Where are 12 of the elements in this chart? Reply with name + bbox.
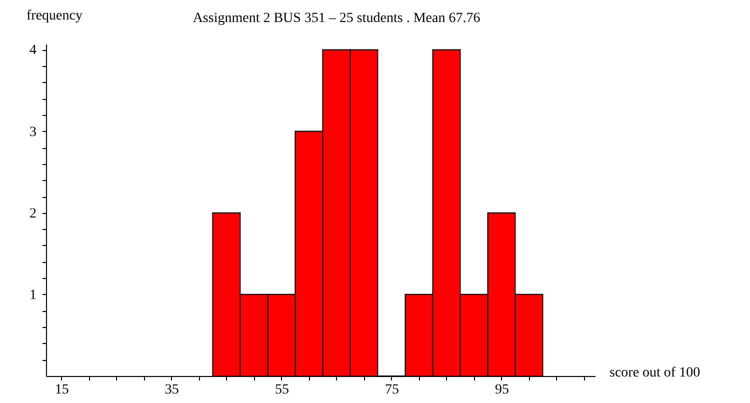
x-tick-label: 35 [164, 382, 179, 398]
x-axis-title: score out of 100 [610, 366, 700, 380]
x-tick-label: 95 [494, 382, 509, 398]
y-tick-label: 3 [30, 124, 36, 140]
y-axis-title: frequency [26, 8, 82, 24]
y-tick-label: 4 [30, 43, 36, 58]
x-tick-label: 75 [384, 382, 399, 398]
y-tick-label: 1 [30, 288, 36, 303]
y-tick-label: 2 [30, 206, 36, 222]
x-tick-label: 55 [274, 382, 289, 398]
x-tick-label: 15 [54, 382, 69, 398]
chart-title: Assignment 2 BUS 351 – 25 students . Mean 67.76 [192, 11, 480, 26]
